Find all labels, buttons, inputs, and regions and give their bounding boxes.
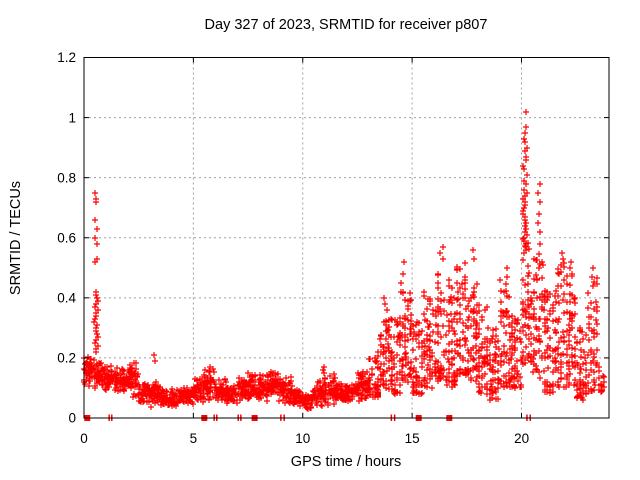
y-tick-label-0_6: 0.6 bbox=[57, 231, 76, 246]
y-tick-label-0_2: 0.2 bbox=[57, 351, 76, 366]
gridlines bbox=[84, 57, 609, 418]
y-tick-labels: 0 0.2 0.4 0.6 0.8 1 1.2 bbox=[57, 50, 76, 426]
x-tick-label-0: 0 bbox=[80, 431, 88, 446]
scatter-points bbox=[81, 109, 607, 421]
x-tick-label-15: 15 bbox=[405, 431, 420, 446]
y-tick-label-0_4: 0.4 bbox=[57, 291, 76, 306]
y-tick-label-1: 1 bbox=[68, 111, 76, 126]
x-tick-labels: 0 5 10 15 20 bbox=[80, 431, 529, 446]
y-tick-label-1_2: 1.2 bbox=[57, 50, 76, 65]
x-tick-label-10: 10 bbox=[295, 431, 310, 446]
chart-title: Day 327 of 2023, SRMTID for receiver p80… bbox=[205, 17, 488, 33]
plot-border-and-ticks bbox=[83, 57, 610, 419]
x-axis-label: GPS time / hours bbox=[291, 454, 401, 470]
x-tick-label-20: 20 bbox=[514, 431, 529, 446]
y-tick-label-0_8: 0.8 bbox=[57, 171, 76, 186]
x-tick-label-5: 5 bbox=[190, 431, 198, 446]
y-axis-label: SRMTID / TECUs bbox=[8, 181, 24, 295]
y-tick-label-0: 0 bbox=[68, 411, 76, 426]
